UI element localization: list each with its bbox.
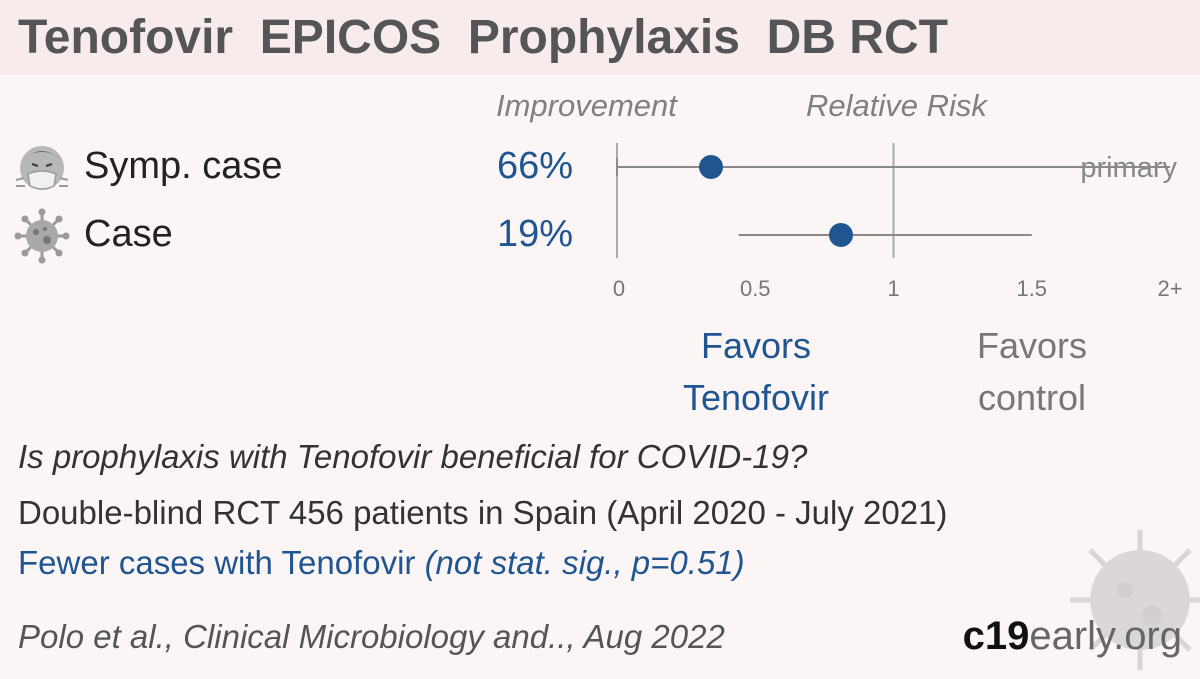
- study-question: Is prophylaxis with Tenofovir beneficial…: [18, 438, 808, 475]
- page-title: Tenofovir EPICOS Prophylaxis DB RCT: [18, 11, 948, 64]
- title-bar: [0, 0, 1200, 75]
- virus-icon: [14, 208, 70, 264]
- relative-risk-column-header: Relative Risk: [806, 88, 987, 123]
- rr-point-1: [699, 155, 724, 179]
- citation: Polo et al., Clinical Microbiology and..…: [18, 618, 725, 655]
- row-label-symp-case: Symp. case: [84, 145, 283, 187]
- favors-left-line-1: Favors: [700, 325, 812, 366]
- row-label-case: Case: [84, 213, 173, 255]
- improvement-value-case: 19%: [496, 213, 573, 255]
- tick-label-4: 2+: [1157, 276, 1182, 301]
- favors-right-line-1: Favors: [976, 325, 1088, 366]
- brand-part-1: c19: [962, 614, 1030, 658]
- result-significance: (not stat. sig., p=0.51): [424, 544, 745, 581]
- favors-tenofovir-label: Favors Tenofovir: [636, 320, 876, 424]
- study-design: Double-blind RCT 456 patients in Spain (…: [18, 494, 948, 531]
- tick-label-2: 1: [887, 276, 899, 301]
- improvement-value-symp-case: 66%: [496, 145, 573, 187]
- decorative-virus-icon: [1070, 530, 1200, 670]
- favors-control-label: Favors control: [912, 320, 1152, 424]
- brand-logo[interactable]: c19early.org: [963, 614, 1182, 659]
- row-annotation-1: primary: [1080, 152, 1177, 184]
- favors-left-line-2: Tenofovir: [682, 377, 830, 418]
- tick-label-1: 0.5: [740, 276, 771, 301]
- forest-plot: primary 0 0.5 1 1.5 2+: [613, 143, 1183, 301]
- tick-label-0: 0: [613, 276, 625, 301]
- tick-label-3: 1.5: [1016, 276, 1047, 301]
- brand-part-2: early.org: [1029, 614, 1182, 658]
- sneezing-face-icon: [15, 146, 69, 190]
- study-result: Fewer cases with Tenofovir (not stat. si…: [18, 544, 745, 582]
- result-main: Fewer cases with Tenofovir: [18, 544, 425, 581]
- rr-point-2: [828, 223, 853, 247]
- improvement-column-header: Improvement: [496, 88, 677, 123]
- favors-right-line-2: control: [977, 377, 1087, 418]
